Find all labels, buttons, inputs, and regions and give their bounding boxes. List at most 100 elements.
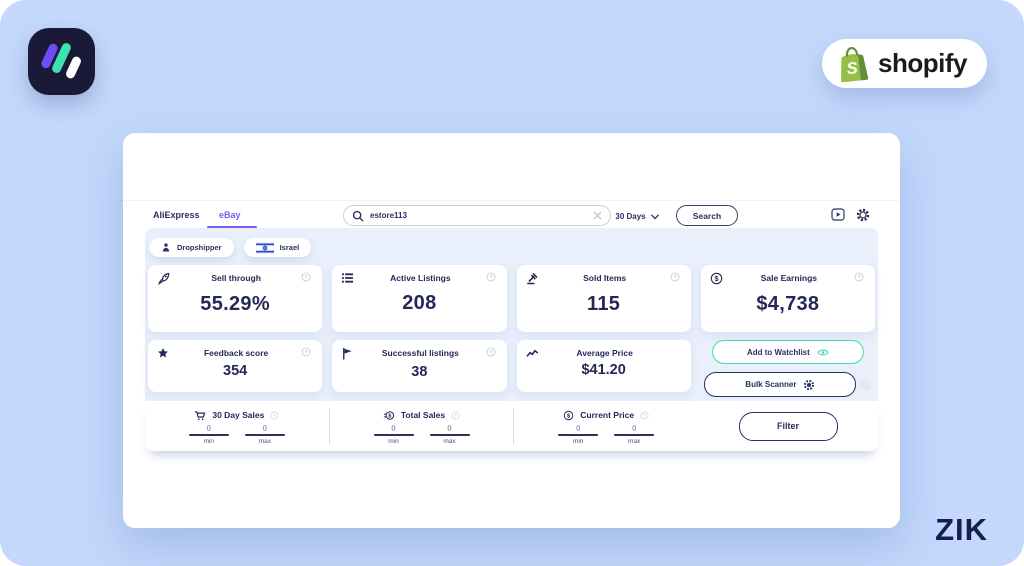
filter-title: 30 Day Sales [212, 410, 265, 420]
svg-text:?: ? [489, 350, 492, 356]
country-pill[interactable]: Israel [243, 238, 312, 257]
search-input[interactable]: estore113 [343, 205, 611, 226]
filter-title: Total Sales [400, 410, 446, 420]
min-label: min [203, 437, 215, 445]
stat-title: Sale Earnings [760, 273, 817, 283]
filters-bar: 30 Day Sales ? 0 min 0 [145, 401, 878, 451]
gear-icon [803, 379, 815, 391]
stat-value: 208 [402, 292, 437, 314]
help-icon[interactable]: ? [301, 272, 313, 282]
dollar-circle-icon: $ [563, 410, 574, 421]
shopify-bag-icon: S [836, 45, 870, 83]
stat-card-feedback-score: Feedback score ? 354 [148, 340, 323, 392]
stat-value: 115 [587, 293, 621, 315]
period-value: 30 Days [615, 212, 646, 221]
stat-title: Average Price [576, 348, 633, 358]
help-icon[interactable]: ? [861, 380, 871, 390]
min-label: min [388, 437, 399, 445]
eye-icon [817, 348, 829, 357]
svg-text:?: ? [305, 350, 308, 356]
filter-button[interactable]: Filter [738, 411, 838, 441]
svg-text:?: ? [673, 275, 676, 281]
stats-row-1: Sell through ? 55.29% Active Listings [148, 265, 875, 332]
filter-current-price: $ Current Price ? 0 min [514, 408, 698, 445]
max-input[interactable]: 0 max [614, 424, 655, 445]
gavel-icon [526, 272, 540, 285]
svg-text:?: ? [305, 275, 308, 281]
min-input[interactable]: 0 min [188, 424, 229, 445]
min-input[interactable]: 0 min [373, 424, 414, 445]
search-icon [352, 210, 364, 222]
zik-app-logo [28, 28, 95, 95]
dropshipper-person-icon [161, 242, 171, 253]
stat-title: Successful listings [381, 348, 459, 358]
dropshipper-pill-label: Dropshipper [177, 243, 222, 252]
stat-card-sale-earnings: $ Sale Earnings ? $4,738 [700, 265, 875, 332]
svg-text:?: ? [454, 413, 457, 419]
toolbar: AliExpress eBay estore113 30 Days [123, 200, 900, 230]
max-input[interactable]: 0 max [244, 424, 285, 445]
period-select[interactable]: 30 Days [610, 206, 664, 230]
divider [513, 408, 515, 444]
help-icon[interactable]: ? [486, 347, 498, 357]
trend-icon [526, 347, 540, 358]
filter-30-day-sales: 30 Day Sales ? 0 min 0 [145, 408, 329, 445]
cart-icon [194, 410, 206, 421]
svg-text:$: $ [388, 413, 392, 419]
active-tab-underline [207, 226, 257, 229]
bulk-scanner-button[interactable]: Bulk Scanner [704, 372, 857, 397]
country-pill-label: Israel [279, 243, 300, 252]
clear-icon[interactable] [593, 211, 602, 220]
shopify-wordmark: shopify [878, 48, 967, 78]
stat-value: 55.29% [200, 293, 270, 315]
help-icon[interactable]: ? [270, 411, 279, 420]
svg-text:$: $ [714, 274, 719, 283]
logo-bar-white [64, 55, 83, 80]
max-label: max [443, 437, 456, 445]
svg-text:?: ? [489, 275, 492, 281]
stat-value: 38 [411, 364, 428, 380]
help-icon[interactable]: ? [670, 272, 682, 282]
help-icon[interactable]: ? [854, 272, 866, 282]
help-icon[interactable]: ? [640, 411, 649, 420]
stat-value: $41.20 [581, 362, 626, 378]
help-icon[interactable]: ? [301, 347, 313, 357]
stat-card-successful-listings: Successful listings ? 38 [332, 340, 507, 392]
coin-icon: $ [383, 410, 395, 421]
shopify-logo: S shopify [822, 39, 987, 88]
stat-title: Feedback score [203, 348, 269, 358]
video-tutorial-icon[interactable] [831, 208, 845, 221]
svg-text:?: ? [273, 413, 276, 419]
settings-gear-icon[interactable] [856, 208, 870, 222]
tab-aliexpress[interactable]: AliExpress [153, 210, 200, 220]
stat-value: $4,738 [756, 293, 820, 315]
min-label: min [572, 437, 584, 445]
search-value: estore113 [370, 211, 407, 220]
results-panel: Dropshipper Israel Sell through [145, 228, 878, 451]
context-pills: Dropshipper Israel [149, 238, 312, 257]
help-icon[interactable]: ? [451, 411, 460, 420]
stat-title: Sell through [211, 273, 261, 283]
add-to-watchlist-button[interactable]: Add to Watchlist [711, 340, 864, 364]
dollar-circle-icon: $ [710, 272, 724, 285]
help-icon[interactable]: ? [486, 272, 498, 282]
stat-card-average-price: Average Price $41.20 [516, 340, 691, 392]
divider [328, 408, 330, 444]
filter-total-sales: $ Total Sales ? 0 min [330, 408, 514, 445]
search-button[interactable]: Search [676, 205, 738, 226]
stat-card-sell-through: Sell through ? 55.29% [148, 265, 323, 332]
tab-ebay[interactable]: eBay [219, 210, 241, 220]
max-input[interactable]: 0 max [429, 424, 470, 445]
rocket-icon [157, 272, 171, 285]
zik-wordmark: ZIK [935, 512, 988, 547]
action-buttons: Add to Watchlist Bulk Scanner [701, 340, 875, 397]
add-to-watchlist-label: Add to Watchlist [746, 347, 810, 357]
stat-value: 354 [223, 363, 248, 379]
svg-text:S: S [846, 59, 859, 78]
star-icon [157, 347, 171, 359]
min-input[interactable]: 0 min [558, 424, 599, 445]
dropshipper-pill[interactable]: Dropshipper [149, 238, 234, 257]
filter-title: Current Price [580, 410, 635, 420]
svg-text:$: $ [567, 413, 571, 419]
